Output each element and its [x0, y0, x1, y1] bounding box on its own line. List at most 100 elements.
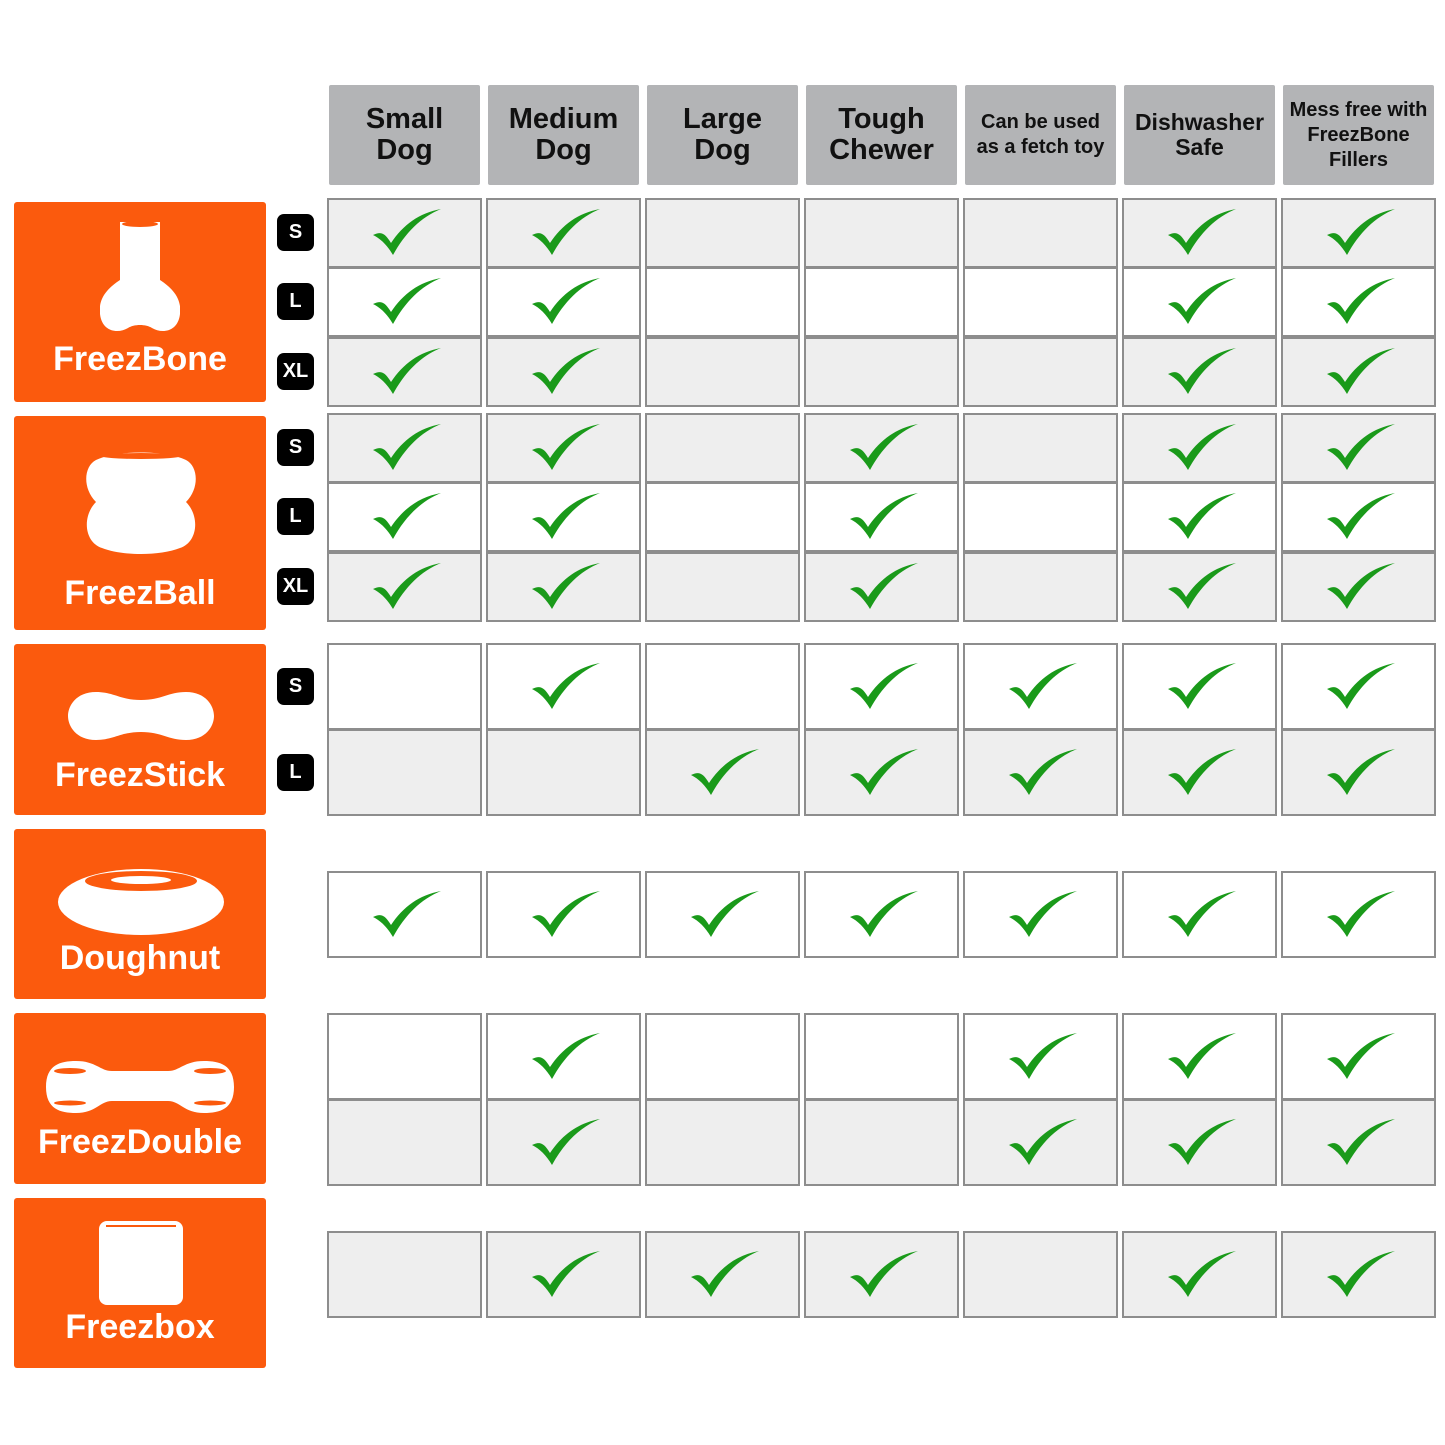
table-cell	[963, 552, 1118, 622]
table-cell	[1122, 643, 1277, 730]
table-cell	[1122, 198, 1277, 268]
table-cell	[645, 337, 800, 407]
table-cell	[645, 267, 800, 337]
table-cell	[963, 198, 1118, 268]
size-badge: L	[277, 753, 314, 791]
product-freezbox: Freezbox	[14, 1198, 266, 1368]
table-cell	[645, 729, 800, 816]
table-cell	[486, 729, 641, 816]
table-cell	[1122, 1231, 1277, 1318]
table-cell	[1122, 871, 1277, 958]
size-badge: XL	[277, 353, 314, 390]
table-cell	[327, 552, 482, 622]
product-name: FreezBone	[53, 340, 227, 378]
table-cell	[804, 871, 959, 958]
table-cell	[1281, 729, 1436, 816]
table-cell	[645, 482, 800, 552]
size-badge: S	[277, 429, 314, 466]
table-cell	[327, 729, 482, 816]
size-badge: L	[277, 283, 314, 320]
table-cell	[804, 1013, 959, 1100]
table-cell	[963, 413, 1118, 483]
table-cell	[1281, 871, 1436, 958]
table-cell	[963, 1231, 1118, 1318]
column-header: Tough Chewer	[806, 85, 957, 185]
table-cell	[1281, 552, 1436, 622]
table-cell	[1281, 1231, 1436, 1318]
table-cell	[1281, 482, 1436, 552]
size-badge: S	[277, 214, 314, 251]
table-cell	[804, 198, 959, 268]
table-cell	[963, 871, 1118, 958]
table-cell	[645, 552, 800, 622]
table-cell	[486, 337, 641, 407]
table-cell	[486, 1013, 641, 1100]
table-cell	[1281, 643, 1436, 730]
table-cell	[1281, 337, 1436, 407]
table-cell	[804, 1231, 959, 1318]
table-cell	[804, 413, 959, 483]
table-cell	[1281, 267, 1436, 337]
table-cell	[645, 1231, 800, 1318]
table-cell	[1122, 413, 1277, 483]
table-cell	[1281, 1013, 1436, 1100]
table-cell	[1122, 267, 1277, 337]
size-badge: S	[277, 667, 314, 705]
table-cell	[645, 413, 800, 483]
table-cell	[327, 1099, 482, 1186]
table-cell	[645, 871, 800, 958]
table-cell	[1122, 552, 1277, 622]
product-name: FreezDouble	[37, 1123, 243, 1161]
table-cell	[486, 643, 641, 730]
table-cell	[486, 1231, 641, 1318]
column-header: Medium Dog	[488, 85, 639, 185]
column-header: Can be used as a fetch toy	[965, 85, 1116, 185]
table-cell	[327, 267, 482, 337]
product-freezbone: FreezBone	[14, 202, 266, 402]
column-header: Mess free with FreezBone Fillers	[1283, 85, 1434, 185]
product-name: Freezbox	[65, 1308, 215, 1346]
table-cell	[645, 643, 800, 730]
table-cell	[1122, 729, 1277, 816]
table-cell	[963, 267, 1118, 337]
table-cell	[804, 643, 959, 730]
table-cell	[1122, 1099, 1277, 1186]
table-cell	[804, 552, 959, 622]
table-cell	[486, 552, 641, 622]
table-cell	[327, 337, 482, 407]
table-cell	[327, 1013, 482, 1100]
table-cell	[963, 1099, 1118, 1186]
table-cell	[327, 1231, 482, 1318]
table-cell	[963, 643, 1118, 730]
table-cell	[804, 337, 959, 407]
product-freezdouble: FreezDouble	[14, 1013, 266, 1184]
table-cell	[963, 482, 1118, 552]
size-badge: L	[277, 498, 314, 535]
product-doughnut: Doughnut	[14, 829, 266, 999]
table-cell	[963, 729, 1118, 816]
table-cell	[327, 871, 482, 958]
column-header: Large Dog	[647, 85, 798, 185]
table-cell	[645, 198, 800, 268]
column-header: Dishwasher Safe	[1124, 85, 1275, 185]
table-cell	[963, 1013, 1118, 1100]
table-cell	[804, 482, 959, 552]
table-cell	[804, 729, 959, 816]
table-cell	[486, 413, 641, 483]
table-cell	[1281, 1099, 1436, 1186]
table-cell	[327, 413, 482, 483]
table-cell	[327, 482, 482, 552]
product-name: FreezBall	[64, 574, 216, 612]
size-badge: XL	[277, 568, 314, 605]
table-cell	[1122, 1013, 1277, 1100]
table-cell	[1281, 198, 1436, 268]
column-header: Small Dog	[329, 85, 480, 185]
table-cell	[486, 267, 641, 337]
table-cell	[804, 267, 959, 337]
table-cell	[486, 871, 641, 958]
table-cell	[327, 643, 482, 730]
table-cell	[1122, 337, 1277, 407]
product-name: FreezStick	[54, 756, 226, 794]
table-cell	[1281, 413, 1436, 483]
product-freezball: FreezBall	[14, 416, 266, 630]
